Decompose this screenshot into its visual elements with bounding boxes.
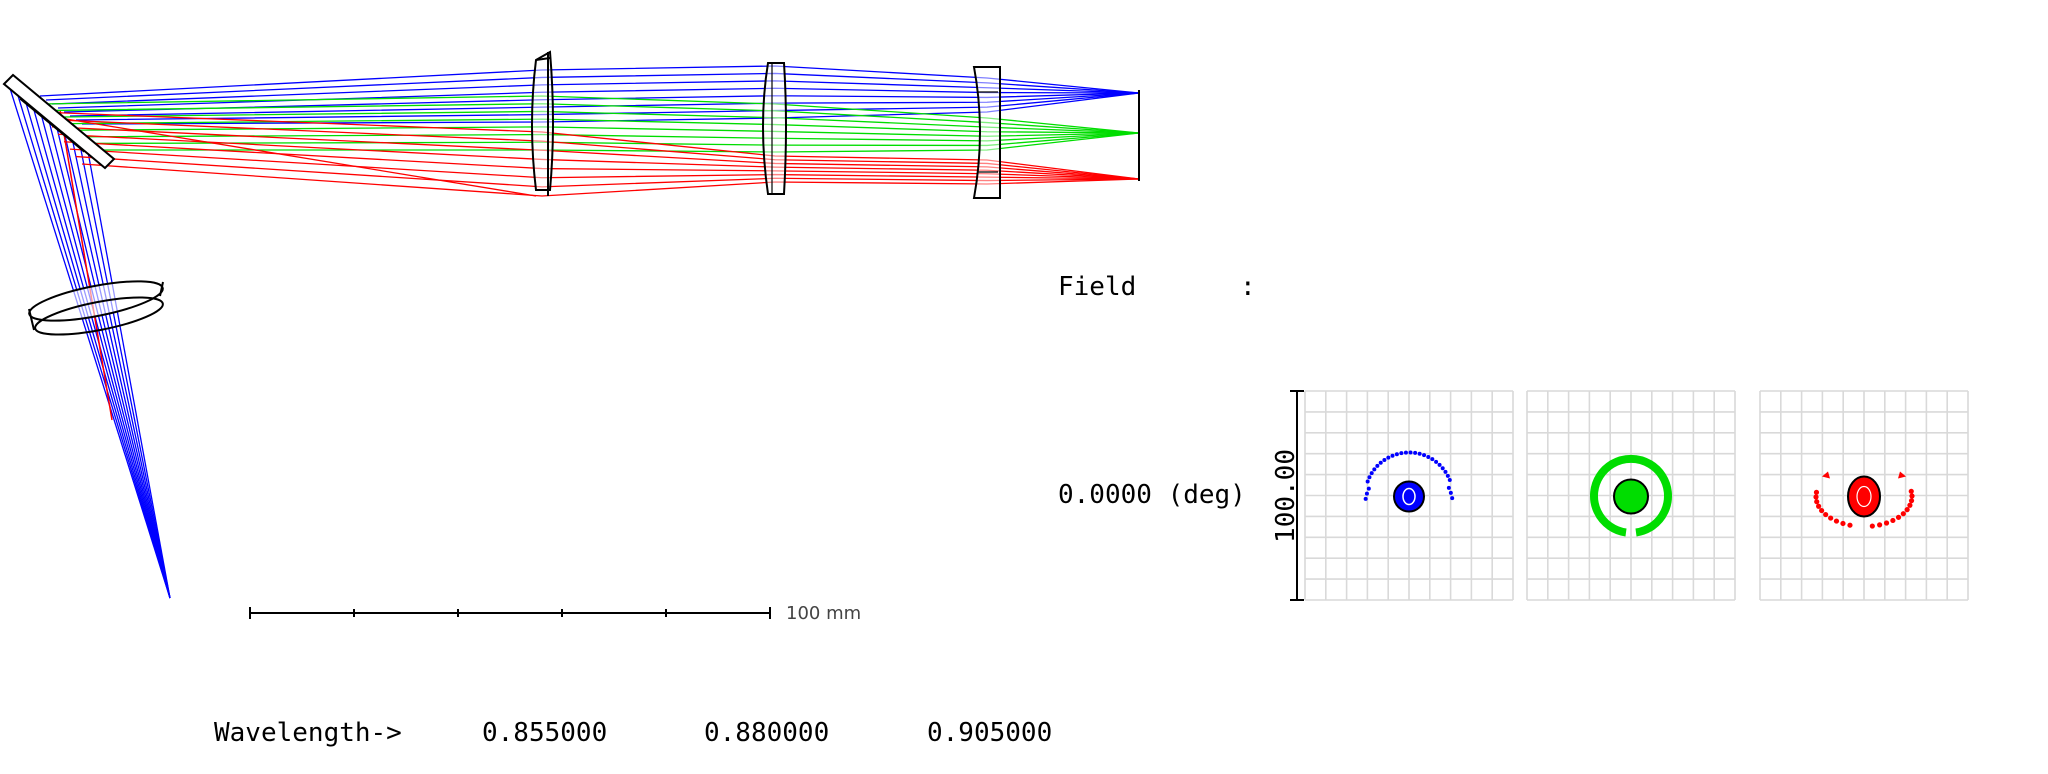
spot-dot	[1819, 507, 1825, 514]
spot-dot	[1883, 520, 1890, 526]
optical-layout-view: 100 mm	[2, 50, 1140, 624]
spot-core	[1613, 478, 1649, 515]
spot-dot	[1877, 522, 1883, 528]
spot-dot	[1382, 458, 1387, 463]
spot-dot	[1900, 511, 1906, 517]
ray-source-fan	[55, 123, 171, 599]
wavelength-row: Wavelength-> 0.855000 0.880000 0.905000	[214, 718, 1052, 748]
spot-dot	[1375, 463, 1380, 468]
spot-0.855-panel	[1304, 390, 1514, 601]
spot-dot	[1895, 514, 1902, 520]
ray-bundle-0.880	[69, 132, 1140, 142]
spot-dot	[1908, 498, 1915, 504]
ray-source-fan	[63, 130, 171, 599]
spot-dot	[1904, 507, 1910, 513]
ray-bundle-0.905	[51, 126, 1140, 180]
wavelength-value-1: 0.855000	[482, 718, 607, 748]
field-value: 0.0000 (deg)	[1058, 480, 1246, 510]
spot-dot	[1443, 469, 1448, 474]
spot-dot	[1422, 453, 1427, 458]
spot-dot	[1445, 473, 1450, 478]
spot-dot	[1890, 517, 1896, 524]
ray-source-fan	[71, 137, 171, 599]
spot-dot	[1434, 459, 1439, 464]
wavelength-value-2: 0.880000	[704, 718, 829, 748]
field-colon: :	[1240, 272, 1256, 302]
ray-source-fan	[79, 144, 171, 599]
spot-ring	[1590, 454, 1672, 537]
ray-source-fan	[39, 109, 171, 599]
fold-mirror	[2, 73, 116, 170]
spot-dot	[1816, 503, 1822, 509]
collimator-lens	[28, 280, 164, 336]
spot-scale-bar	[1290, 390, 1304, 601]
spot-dot	[1907, 502, 1913, 508]
ray-source-fan	[7, 81, 171, 599]
spot-dot	[1430, 457, 1435, 462]
spot-dot	[1823, 511, 1829, 518]
spot-dot	[1365, 479, 1370, 484]
spot-dot	[1426, 454, 1431, 459]
spot-dot	[1399, 451, 1404, 456]
lens-element-3	[972, 66, 1001, 199]
ray-source-fan	[47, 116, 171, 599]
spot-dot	[1403, 450, 1408, 455]
spot-core	[1393, 480, 1425, 513]
spot-dot	[1908, 488, 1914, 494]
spot-dot	[1369, 471, 1374, 476]
lens-element-2	[762, 62, 787, 195]
spot-dot	[1847, 522, 1853, 528]
ray-source-chief	[59, 109, 113, 421]
spot-dot	[1813, 494, 1819, 500]
spot-dot	[1828, 515, 1834, 521]
spot-dot	[1408, 450, 1413, 455]
ray-bundles	[7, 65, 1140, 599]
spot-dot	[1447, 478, 1452, 483]
spot-dot	[1840, 520, 1846, 527]
spot-dot	[1814, 499, 1820, 505]
wavelength-label: Wavelength->	[214, 718, 402, 748]
spot-dot	[1440, 466, 1445, 471]
spot-panels	[1304, 390, 1969, 601]
spot-scale-label: 100.00	[1271, 449, 1301, 543]
ray-source-fan	[23, 95, 171, 599]
ray-source-fan	[15, 88, 171, 599]
spot-core	[1847, 475, 1881, 518]
spot-dot	[1378, 460, 1383, 465]
layout-scale-bar	[249, 607, 771, 619]
lens-element-1	[531, 50, 554, 196]
spot-dot	[1394, 452, 1399, 457]
spot-dot	[1417, 451, 1422, 456]
spot-dot	[1813, 489, 1820, 495]
spot-dot	[1372, 467, 1377, 472]
spot-dot	[1390, 453, 1395, 458]
spot-dot	[1833, 518, 1840, 524]
spot-dot	[1367, 475, 1372, 480]
spot-dot	[1909, 493, 1915, 499]
spot-dot	[1413, 450, 1418, 455]
ray-marginal	[59, 117, 537, 197]
wavelength-value-3: 0.905000	[927, 718, 1052, 748]
ray-source-fan	[87, 151, 171, 599]
spot-0.880-panel	[1526, 390, 1736, 601]
spot-dot	[1869, 523, 1875, 529]
spot-dot	[1386, 455, 1391, 460]
field-header: Field	[1058, 272, 1136, 302]
scale-bar-label: 100 mm	[786, 603, 861, 624]
spot-0.905-panel	[1759, 390, 1969, 601]
spot-diagram: Field : 0.0000 (deg) 100.00	[1058, 272, 1969, 601]
spot-dot	[1437, 462, 1442, 467]
